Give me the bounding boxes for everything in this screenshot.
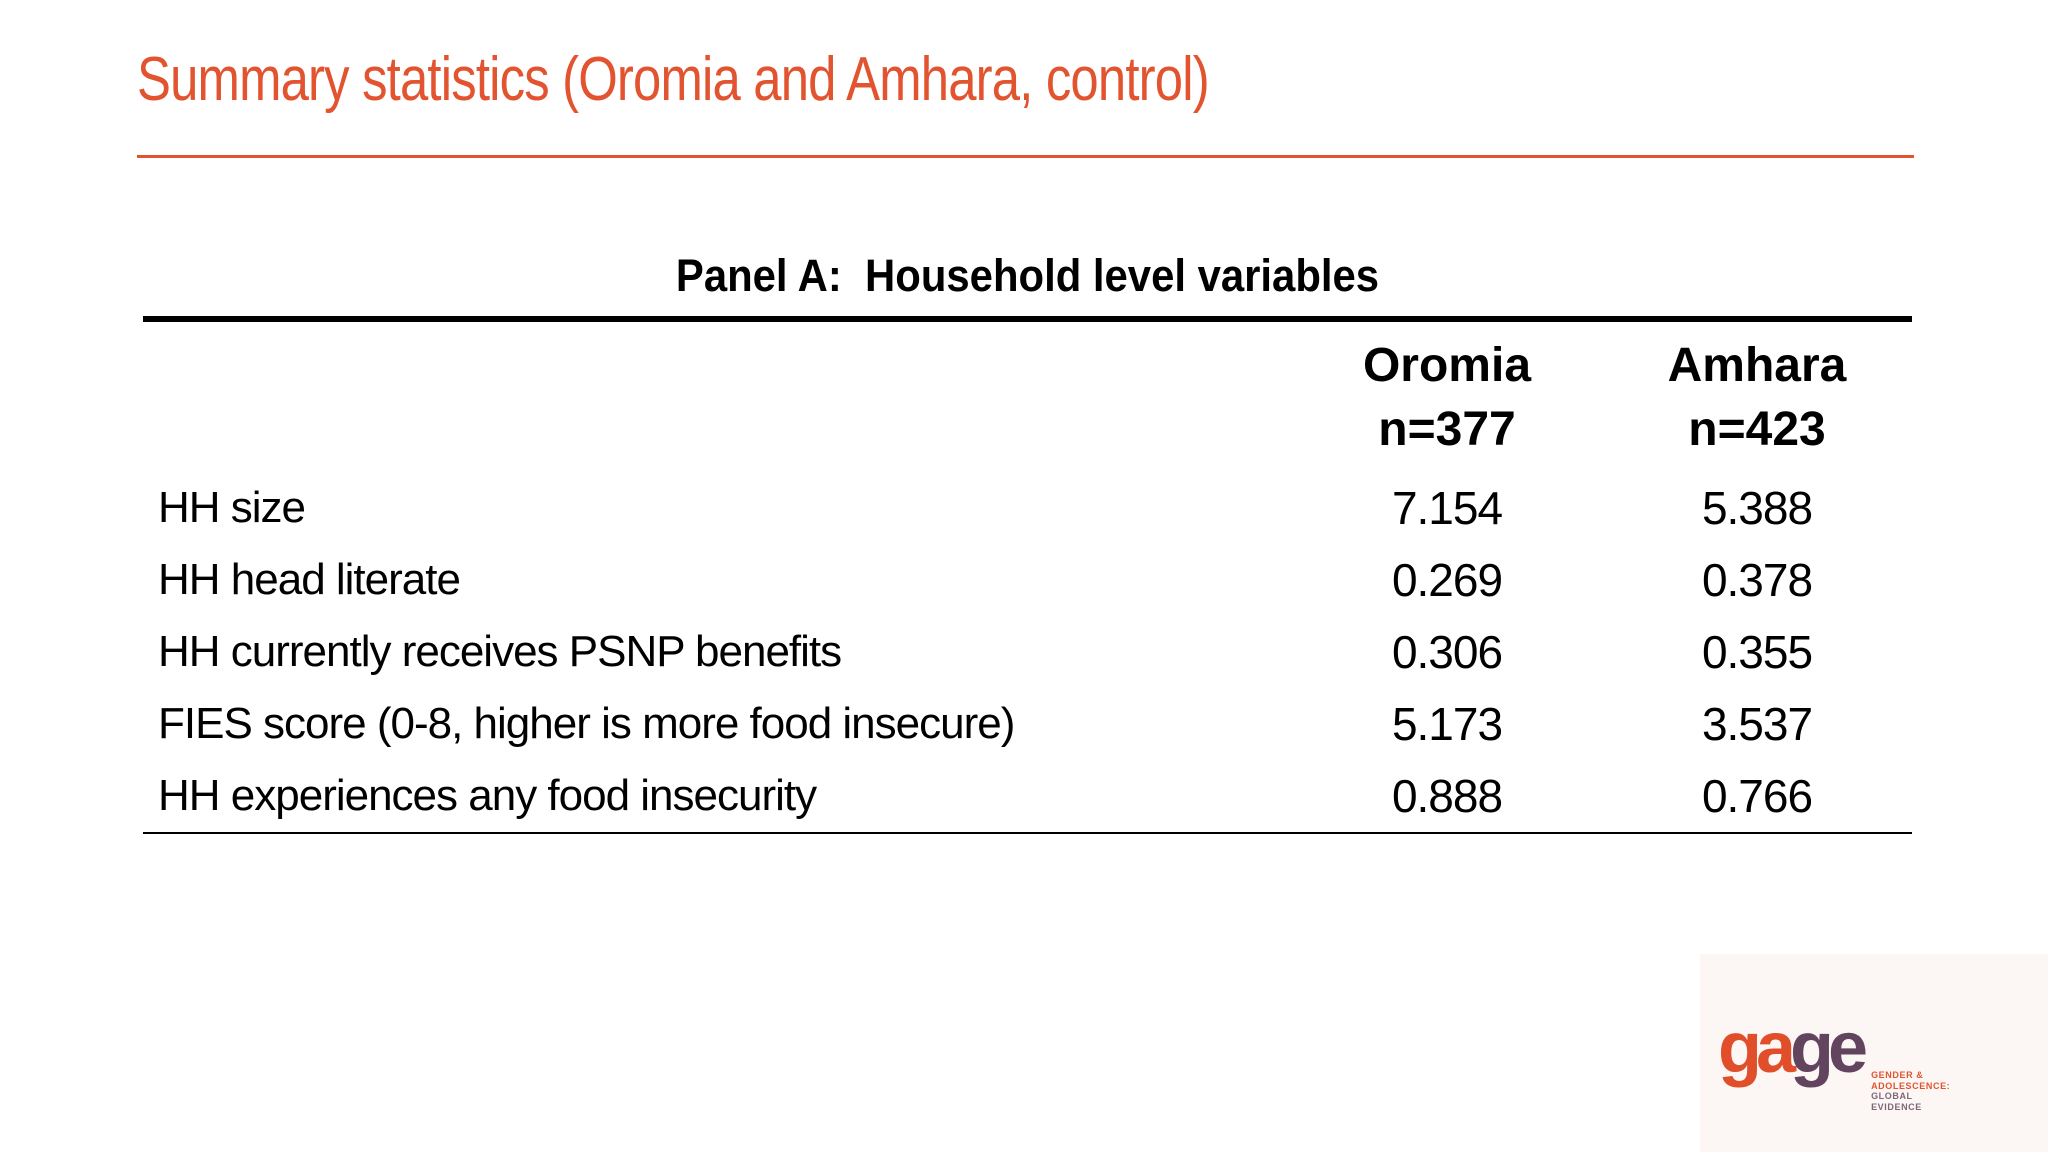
amhara-n-label: n=423 [1688, 403, 1826, 456]
oromia-value: 0.269 [1391, 554, 1503, 606]
region-header-row: Oromia Amhara [143, 322, 1912, 394]
tagline-line: GLOBAL [1871, 1091, 1913, 1101]
amhara-value: 0.355 [1701, 626, 1813, 678]
gage-tagline: GENDER & ADOLESCENCE: GLOBAL EVIDENCE [1871, 1070, 1950, 1112]
corner-background-tint [1700, 954, 2048, 1152]
table-top-rule [143, 316, 1912, 322]
tagline-line: ADOLESCENCE: [1871, 1080, 1951, 1091]
row-label-header [143, 358, 1292, 366]
row-label: HH currently receives PSNP benefits [158, 627, 842, 676]
amhara-value: 0.378 [1701, 554, 1813, 606]
oromia-value: 7.154 [1391, 482, 1503, 534]
gage-wordmark-ga: ga [1718, 1008, 1796, 1088]
slide-title: Summary statistics (Oromia and Amhara, c… [137, 45, 1210, 114]
oromia-value: 0.888 [1391, 770, 1503, 822]
oromia-value: 0.306 [1391, 626, 1503, 678]
amhara-value: 3.537 [1701, 698, 1813, 750]
table-bottom-rule [143, 832, 1912, 834]
gage-wordmark: gage [1718, 1012, 1868, 1084]
table-row: HH size 7.154 5.388 [143, 472, 1912, 544]
oromia-n-label: n=377 [1378, 403, 1516, 456]
amhara-value: 5.388 [1701, 482, 1813, 534]
title-underline [137, 155, 1914, 158]
row-label: HH size [158, 483, 306, 532]
tagline-line: EVIDENCE [1871, 1101, 1922, 1112]
gage-wordmark-ge: ge [1790, 1008, 1868, 1088]
sample-size-header-row: n=377 n=423 [143, 394, 1912, 466]
oromia-column-header: Oromia [1362, 339, 1532, 392]
tagline-line: GENDER & [1871, 1070, 1924, 1080]
row-label: HH head literate [158, 555, 461, 604]
row-label: FIES score (0-8, higher is more food ins… [158, 699, 1015, 748]
table-row: HH head literate 0.269 0.378 [143, 544, 1912, 616]
table-row: HH currently receives PSNP benefits 0.30… [143, 616, 1912, 688]
row-label: HH experiences any food insecurity [158, 771, 817, 820]
table-row: HH experiences any food insecurity 0.888… [143, 760, 1912, 832]
amhara-value: 0.766 [1701, 770, 1813, 822]
summary-table: Panel A: Household level variables Oromi… [143, 244, 1912, 834]
amhara-column-header: Amhara [1667, 339, 1847, 392]
gage-logo: gage GENDER & ADOLESCENCE: GLOBAL EVIDEN… [1718, 1012, 1950, 1112]
oromia-value: 5.173 [1391, 698, 1503, 750]
table-row: FIES score (0-8, higher is more food ins… [143, 688, 1912, 760]
panel-a-heading: Panel A: Household level variables [675, 250, 1380, 301]
